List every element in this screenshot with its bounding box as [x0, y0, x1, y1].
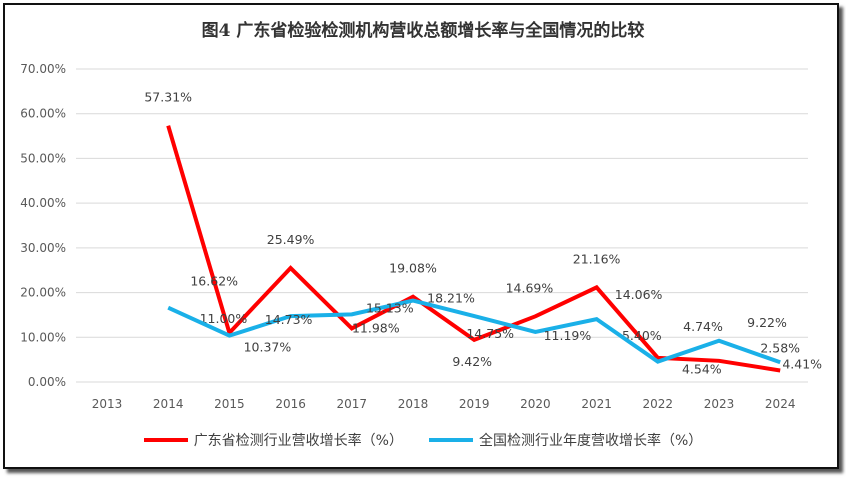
y-tick-label: 40.00% [20, 196, 66, 210]
legend-item-guangdong: 广东省检测行业营收增长率（%） [143, 430, 403, 450]
data-label: 9.42% [452, 354, 492, 369]
data-label: 11.00% [200, 311, 248, 326]
data-label: 4.74% [683, 319, 723, 334]
y-tick-label: 70.00% [20, 62, 66, 76]
legend-label: 全国检测行业年度营收增长率（%） [479, 433, 703, 449]
data-label: 14.69% [506, 280, 554, 295]
legend: 广东省检测行业营收增长率（%） 全国检测行业年度营收增长率（%） [0, 430, 846, 450]
x-tick-label: 2023 [704, 397, 735, 411]
y-tick-label: 60.00% [20, 107, 66, 121]
legend-item-national: 全国检测行业年度营收增长率（%） [429, 430, 702, 450]
data-label: 14.75% [466, 326, 514, 341]
data-label: 18.21% [427, 291, 475, 306]
chart-title: 图4 广东省检验检测机构营收总额增长率与全国情况的比较 [201, 21, 645, 41]
data-label: 11.19% [544, 328, 592, 343]
data-label: 16.62% [190, 274, 238, 289]
y-tick-label: 20.00% [20, 286, 66, 300]
x-tick-label: 2024 [765, 397, 796, 411]
x-tick-label: 2017 [337, 397, 368, 411]
x-tick-label: 2014 [153, 397, 184, 411]
data-label: 57.31% [144, 90, 192, 105]
x-tick-label: 2019 [459, 397, 490, 411]
x-tick-label: 2016 [275, 397, 306, 411]
x-tick-label: 2013 [92, 397, 123, 411]
data-label: 21.16% [573, 251, 621, 266]
data-label: 19.08% [389, 261, 437, 276]
legend-swatch [143, 438, 188, 442]
data-label: 14.73% [265, 312, 313, 327]
y-tick-label: 10.00% [20, 330, 66, 344]
y-tick-label: 30.00% [20, 241, 66, 255]
data-label: 4.41% [782, 356, 822, 371]
data-label: 14.06% [615, 287, 663, 302]
x-tick-label: 2022 [643, 397, 674, 411]
x-tick-label: 2015 [214, 397, 245, 411]
data-label: 25.49% [267, 232, 315, 247]
data-label: 11.98% [352, 320, 400, 335]
y-tick-label: 0.00% [28, 375, 66, 389]
x-tick-label: 2020 [520, 397, 551, 411]
data-label: 9.22% [747, 315, 787, 330]
data-label: 5.40% [622, 328, 662, 343]
legend-label: 广东省检测行业营收增长率（%） [193, 433, 403, 449]
data-label: 10.37% [244, 340, 292, 355]
data-label: 4.54% [682, 362, 722, 377]
x-tick-label: 2021 [581, 397, 612, 411]
data-label: 15.13% [366, 300, 414, 315]
y-tick-label: 50.00% [20, 151, 66, 165]
legend-swatch [429, 438, 473, 442]
x-tick-label: 2018 [398, 397, 429, 411]
data-label: 2.58% [760, 340, 800, 355]
chart-frame [3, 3, 839, 469]
